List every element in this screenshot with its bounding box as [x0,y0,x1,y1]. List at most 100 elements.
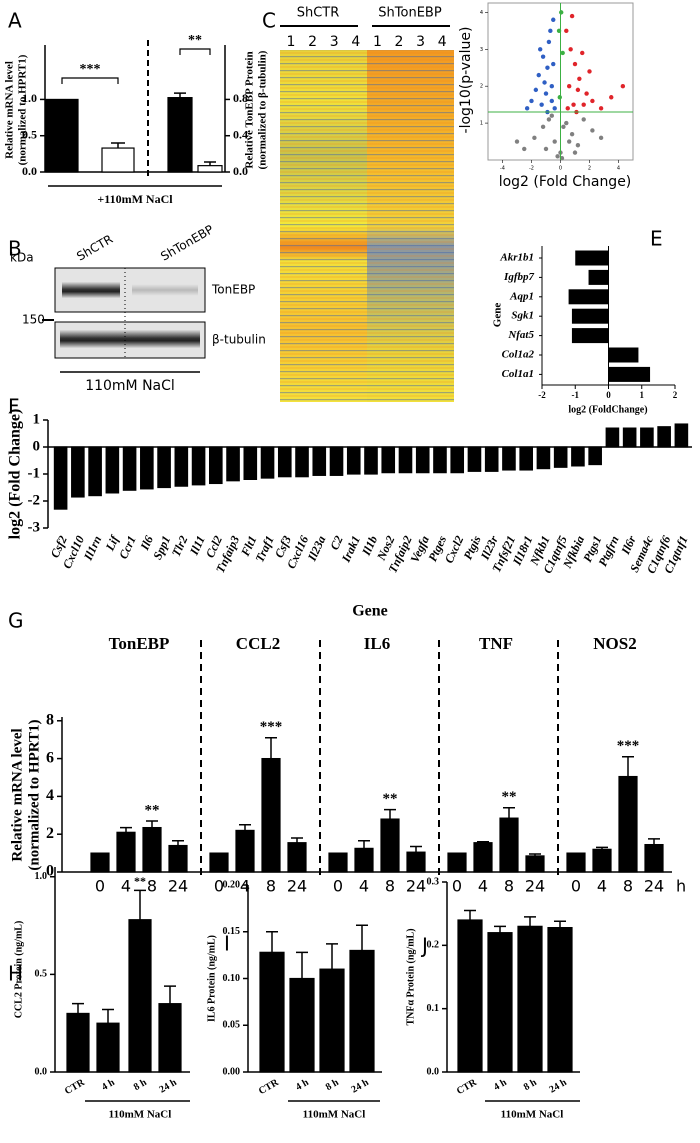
point [569,131,575,137]
bar [519,446,533,471]
y-axis-label: TNFα Protein (ng/mL) [405,928,416,1025]
x-tick-label: Tlr2 [169,534,191,559]
panel-letter: J [420,934,428,958]
point [546,117,552,122]
point [561,124,566,129]
x-tick-label: 0 [606,390,611,400]
error-bar [72,1002,84,1014]
bar [209,446,223,485]
y-tick-label: 3 [480,47,483,53]
bar [447,852,467,873]
western-blot [54,267,206,373]
panel-letter: E [650,227,663,251]
point [559,10,564,15]
y-tick-label: 0.0 [233,164,248,178]
x-tick-label: Spp1 [150,534,173,562]
bar [128,919,152,1073]
point [529,98,534,104]
x-tick-label: 8 [385,877,395,896]
point [549,98,554,104]
bar [319,968,345,1073]
bar [484,446,499,472]
bar [105,446,120,494]
significance: ** [145,802,160,818]
bar [261,757,281,873]
x-tick-label: 4 [617,166,620,172]
x-tick-label: 0 [214,877,224,896]
panel-letter: B [8,237,22,261]
blot-band [132,284,198,296]
bar [243,446,258,481]
bar [536,446,551,470]
bar [191,446,206,486]
point [572,61,578,67]
y-tick-label: -3 [28,519,41,535]
x-tick-label: 24 [406,877,426,896]
point [539,102,544,107]
band-label: β-tubulin [212,333,266,347]
point [575,87,581,93]
y-axis-label: Relative mRNA level [4,61,16,159]
panel-letter: G [8,609,24,633]
bar [364,446,378,475]
error-bar [648,838,660,845]
bar [101,147,135,173]
error-bar [356,924,368,951]
bar [487,932,513,1073]
error-bar [384,808,396,820]
point [532,135,537,141]
column-label: 1 [287,34,296,50]
bar [571,446,585,467]
point [557,95,562,100]
bar [157,446,171,489]
x-axis-label: 110mM NaCl [501,1109,564,1121]
y-tick-label: 0.5 [35,969,48,980]
point [540,54,546,59]
bar [571,308,609,324]
bar [174,446,189,487]
y-tick-label: Akr1b1 [499,252,534,264]
x-tick-label: 8 h [522,1077,539,1093]
column-label: 2 [395,34,404,50]
x-tick-label: 8 [266,877,276,896]
bar [380,818,400,873]
significance: ** [134,874,146,888]
bar [140,446,154,490]
x-axis-label: 110mM NaCl [303,1109,366,1121]
x-tick-label: 1 [640,390,645,400]
x-tick-label: 24 [287,877,307,896]
error-bar [120,826,132,833]
error-bar [326,943,338,970]
y-tick-label: Col1a1 [502,368,534,380]
y-tick-label: 0.0 [35,1066,48,1077]
y2-axis-label: Relative TonEBP Protein [244,51,256,168]
bar [433,446,447,474]
significance: ** [502,789,517,805]
x-tick-label: 4 h [100,1077,117,1093]
point [543,91,549,96]
bar [354,847,374,873]
column-label: 3 [330,34,339,50]
bar [168,844,188,873]
bar [289,977,315,1073]
heatmap [280,50,454,402]
point [609,95,614,100]
point [533,87,539,93]
point [584,91,589,96]
bar [277,446,292,478]
y-tick-label: 2 [480,84,483,90]
blot-band [62,282,120,298]
y-tick-label: Aqp1 [509,290,534,302]
error-bar [291,837,303,843]
bar [547,926,573,1073]
error-bar [358,840,370,849]
bar [197,165,223,173]
point [564,28,569,34]
bar [517,925,543,1073]
bar [644,843,664,873]
x-tick-label: 24 [168,877,188,896]
panel-letter: I [224,932,230,956]
bar [349,949,375,1073]
error-bar [494,925,506,933]
